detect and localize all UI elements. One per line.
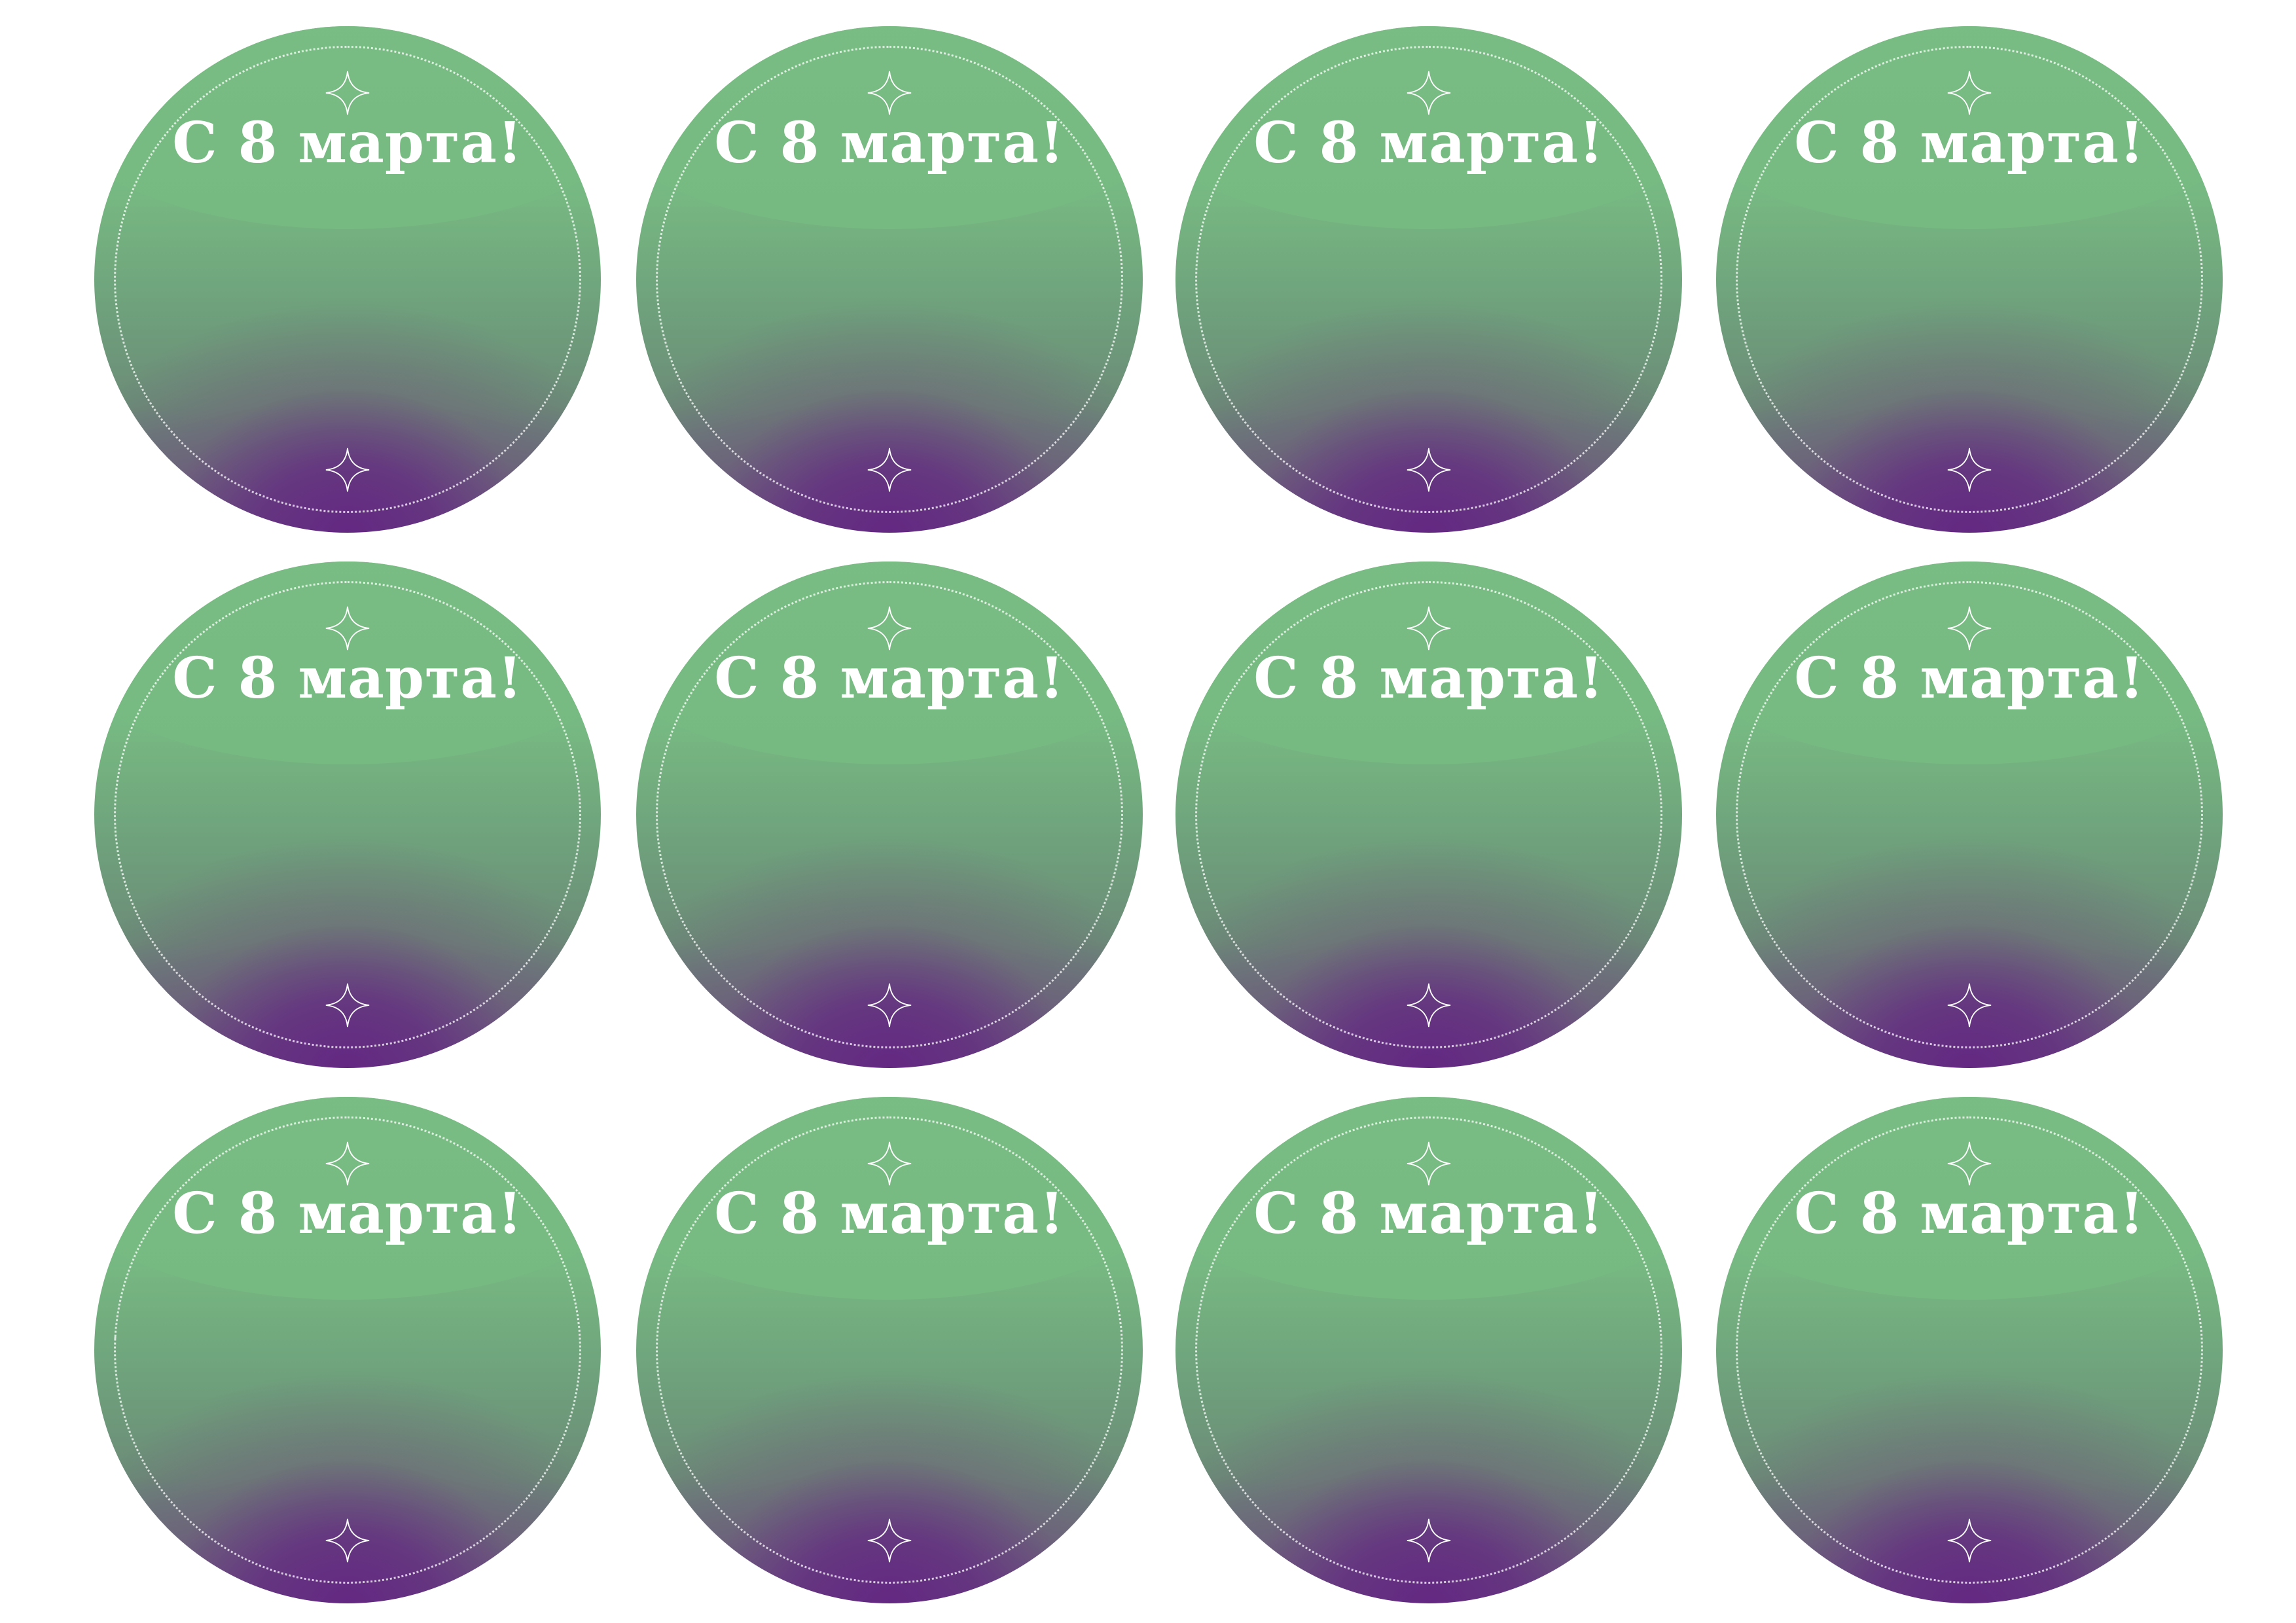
greeting-text: С 8 марта! (1253, 645, 1604, 711)
star-icon (324, 446, 371, 493)
greeting-text: С 8 марта! (172, 110, 523, 176)
star-icon (1405, 982, 1452, 1029)
star-icon (866, 982, 913, 1029)
dotted-ring (1195, 1116, 1662, 1584)
greeting-text: С 8 марта! (1794, 1181, 2145, 1247)
sticker: С 8 марта! (94, 1097, 601, 1603)
dotted-ring (1736, 581, 2203, 1048)
dotted-ring (1736, 1116, 2203, 1584)
sticker: С 8 марта! (636, 1097, 1143, 1603)
dotted-ring (656, 46, 1123, 513)
star-icon (324, 605, 371, 652)
star-icon (1405, 446, 1452, 493)
dotted-ring (1195, 46, 1662, 513)
star-icon (1405, 605, 1452, 652)
sticker: С 8 марта! (636, 26, 1143, 533)
star-icon (1405, 1517, 1452, 1564)
star-icon (1946, 446, 1993, 493)
star-icon (1946, 605, 1993, 652)
sticker: С 8 марта! (1716, 562, 2223, 1068)
star-icon (324, 69, 371, 116)
star-icon (1405, 69, 1452, 116)
dotted-ring (114, 581, 581, 1048)
dotted-ring (114, 1116, 581, 1584)
sticker: С 8 марта! (1716, 1097, 2223, 1603)
dotted-ring (1195, 581, 1662, 1048)
greeting-text: С 8 марта! (1794, 110, 2145, 176)
greeting-text: С 8 марта! (714, 645, 1065, 711)
star-icon (1946, 69, 1993, 116)
star-icon (866, 605, 913, 652)
star-icon (324, 982, 371, 1029)
sticker: С 8 марта! (1175, 562, 1682, 1068)
greeting-text: С 8 марта! (714, 1181, 1065, 1247)
greeting-text: С 8 марта! (714, 110, 1065, 176)
dotted-ring (114, 46, 581, 513)
dotted-ring (656, 581, 1123, 1048)
sticker: С 8 марта! (1716, 26, 2223, 533)
star-icon (324, 1140, 371, 1187)
greeting-text: С 8 марта! (1794, 645, 2145, 711)
sticker: С 8 марта! (1175, 1097, 1682, 1603)
sticker: С 8 марта! (94, 562, 601, 1068)
greeting-text: С 8 марта! (1253, 110, 1604, 176)
star-icon (866, 446, 913, 493)
sticker: С 8 марта! (94, 26, 601, 533)
star-icon (866, 1517, 913, 1564)
star-icon (324, 1517, 371, 1564)
greeting-text: С 8 марта! (172, 645, 523, 711)
dotted-ring (656, 1116, 1123, 1584)
star-icon (866, 1140, 913, 1187)
sticker: С 8 марта! (1175, 26, 1682, 533)
greeting-text: С 8 марта! (172, 1181, 523, 1247)
star-icon (1946, 1140, 1993, 1187)
star-icon (1405, 1140, 1452, 1187)
star-icon (1946, 982, 1993, 1029)
star-icon (866, 69, 913, 116)
greeting-text: С 8 марта! (1253, 1181, 1604, 1247)
star-icon (1946, 1517, 1993, 1564)
dotted-ring (1736, 46, 2203, 513)
sticker: С 8 марта! (636, 562, 1143, 1068)
